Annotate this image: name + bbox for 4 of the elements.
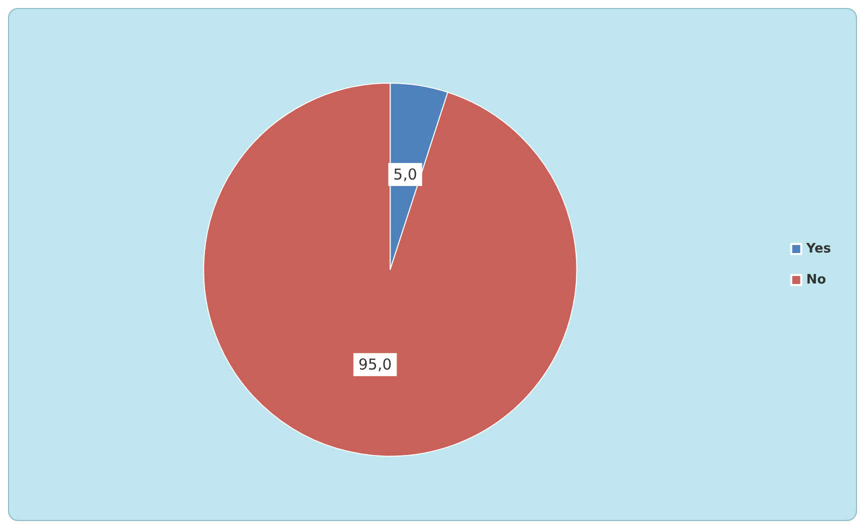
legend-label: Yes: [805, 242, 832, 256]
legend-label: No: [806, 272, 826, 288]
data-label: 95,0: [358, 356, 392, 374]
data-label: 5,0: [393, 166, 418, 184]
